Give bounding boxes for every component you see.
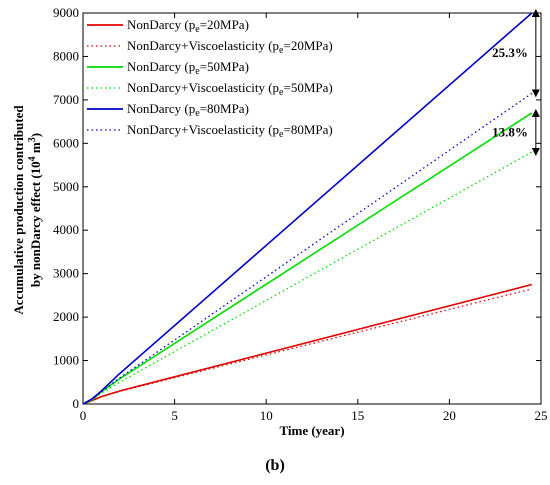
- legend-label-5: NonDarcy (pe=80MPa): [127, 101, 249, 119]
- series-line-1: [82, 283, 533, 405]
- legend-label-1: NonDarcy (pe=20MPa): [127, 17, 249, 35]
- y-tick-label: 7000: [53, 92, 79, 107]
- x-tick-label: 25: [535, 408, 548, 423]
- series-line-5: [82, 12, 533, 405]
- series-line-2: [82, 288, 532, 405]
- y-tick-label: 3000: [53, 266, 79, 281]
- y-tick-label: 9000: [53, 5, 79, 20]
- panel-label: (b): [265, 457, 285, 474]
- x-tick-label: 15: [351, 408, 364, 423]
- y-axis-title-line2: by nonDarcy effect (104 m3): [27, 133, 43, 287]
- y-tick-label: 6000: [53, 135, 79, 150]
- y-tick-label: 2000: [53, 309, 79, 324]
- y-tick-label: 4000: [53, 222, 79, 237]
- series-line-4: [82, 151, 533, 405]
- legend-label-6: NonDarcy+Viscoelasticity (pe=80MPa): [127, 122, 333, 140]
- x-tick-label: 10: [260, 408, 273, 423]
- series-line-6: [82, 92, 533, 405]
- x-axis-title: Time (year): [279, 423, 344, 438]
- y-tick-label: 1000: [53, 353, 79, 368]
- plot-frame: [82, 12, 542, 405]
- x-tick-label: 0: [80, 408, 87, 423]
- legend-label-4: NonDarcy+Viscoelasticity (pe=50MPa): [127, 80, 333, 98]
- series-line-3: [82, 112, 533, 405]
- y-axis-title-line1: Accumulative production contributed: [11, 105, 26, 315]
- annotation-label-2: 13.8%: [492, 124, 528, 139]
- x-tick-label: 5: [171, 408, 178, 423]
- y-tick-label: 5000: [53, 179, 79, 194]
- annotation-label-1: 25.3%: [492, 45, 528, 60]
- legend-label-3: NonDarcy (pe=50MPa): [127, 59, 249, 77]
- x-tick-label: 20: [443, 408, 456, 423]
- legend-label-2: NonDarcy+Viscoelasticity (pe=20MPa): [127, 38, 333, 56]
- y-tick-label: 0: [73, 396, 80, 411]
- y-tick-label: 8000: [53, 48, 79, 63]
